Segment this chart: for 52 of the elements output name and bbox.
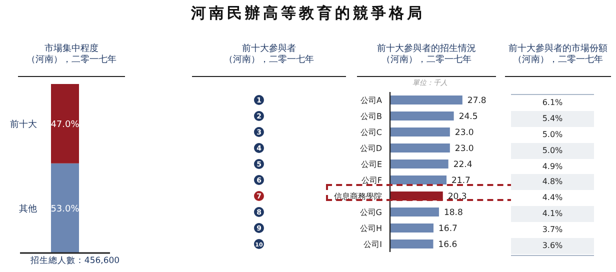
y-tick-label: 公司B	[360, 112, 382, 121]
data-label: 27.8	[467, 96, 486, 106]
chart-subtitle: （河南），二零一七年	[26, 55, 118, 66]
bar	[390, 176, 447, 185]
text: 招生總人數：456,600	[29, 255, 121, 267]
bar	[390, 224, 434, 233]
y-tick-label: 公司F	[361, 176, 382, 185]
data-label: 24.5	[458, 112, 478, 122]
data-label: 23.0	[454, 144, 474, 154]
y-tick-label: 公司E	[360, 160, 382, 169]
bar	[390, 144, 450, 153]
text: （河南），二零一七年	[512, 55, 604, 66]
y-tick-label: 公司C	[360, 128, 382, 137]
bar	[390, 208, 439, 217]
y-tick-label: 公司H	[360, 224, 382, 233]
data-label: 3.6%	[511, 238, 594, 254]
data-label: 22.4	[453, 160, 472, 170]
y-tick-label: 公司D	[360, 144, 382, 153]
y-tick-label: 公司I	[364, 240, 382, 249]
text: 前十大參與者	[241, 44, 297, 54]
data-label: 47.0%	[50, 120, 80, 130]
data-label: 4.9%	[511, 158, 594, 174]
data-label: 16.6	[438, 240, 458, 250]
y-tick-label: 公司A	[360, 96, 383, 105]
y-tick-label: 公司G	[360, 208, 382, 217]
data-label: 3.7%	[511, 222, 594, 238]
data-label: 5.0%	[511, 126, 594, 143]
text: （河南），二零一七年	[223, 55, 315, 66]
data-label: 5.0%	[511, 142, 594, 159]
data-label: 16.7	[438, 224, 458, 234]
series-label: 其他	[19, 203, 37, 214]
data-label: 5.4%	[511, 110, 594, 127]
series-label: 前十大	[10, 118, 37, 130]
chart-subtitle: （河南），二零一七年	[380, 55, 472, 66]
bar	[390, 128, 450, 137]
data-label: 4.4%	[511, 190, 594, 206]
data-label: 20.3	[448, 192, 467, 202]
data-label: 4.8%	[511, 174, 594, 190]
data-label: 6.1%	[511, 95, 594, 111]
chart-title: 前十大參與者的招生情況	[376, 44, 477, 54]
text: 河南民辦高等教育的競爭格局	[190, 4, 426, 24]
chart-title: 市場集中程度	[44, 44, 100, 54]
bar	[390, 160, 448, 169]
data-label: 23.0	[454, 128, 474, 138]
bar	[390, 240, 434, 249]
data-label: 21.7	[452, 176, 470, 186]
data-label: 18.8	[444, 208, 463, 218]
bar	[390, 112, 454, 121]
bar	[390, 96, 462, 105]
data-label: 53.0%	[50, 204, 80, 214]
data-label: 4.1%	[511, 206, 594, 222]
text: 前十大參與者的市場份額	[508, 44, 608, 54]
